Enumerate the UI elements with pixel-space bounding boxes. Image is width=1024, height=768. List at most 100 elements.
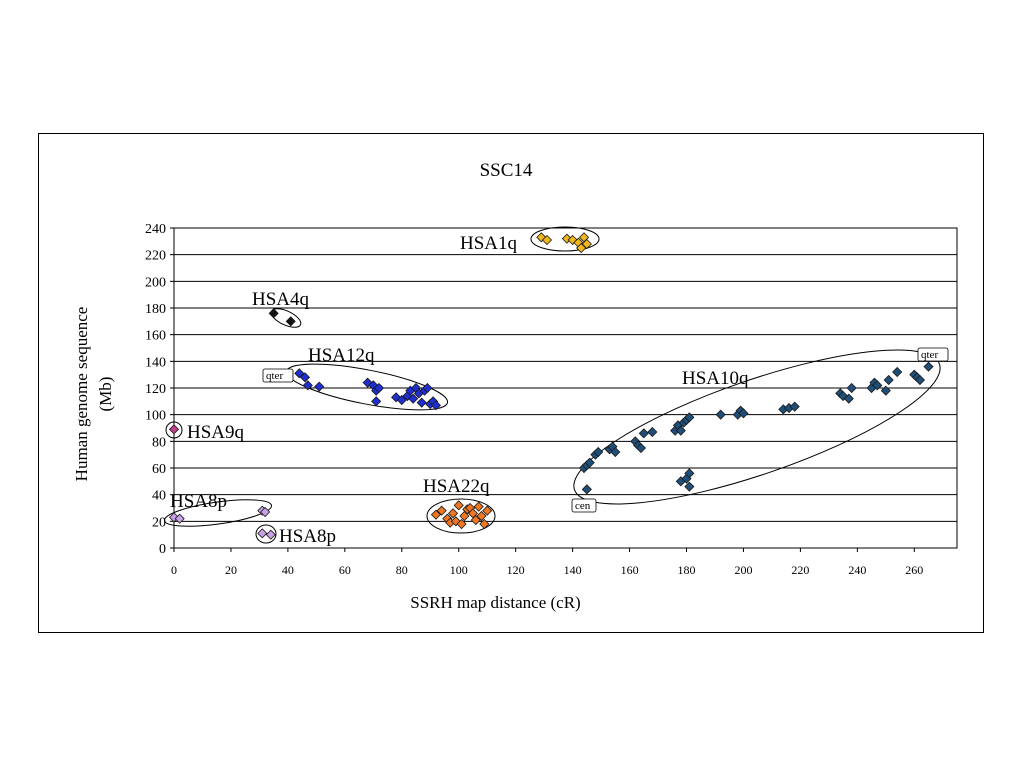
y-tick-label: 220 <box>145 249 166 264</box>
data-point <box>430 509 442 520</box>
y-axis-label-group: Human genome sequence (Mb) <box>72 307 115 482</box>
y-tick-label: 80 <box>152 435 166 450</box>
annotation-label: HSA1q <box>460 233 518 254</box>
x-tick-label: 20 <box>225 563 237 577</box>
x-tick-label: 140 <box>564 563 582 577</box>
data-point <box>422 382 433 394</box>
x-axis-label: SSRH map distance (cR) <box>410 593 580 612</box>
y-tick-label: 0 <box>159 542 166 557</box>
x-tick-label: 260 <box>905 563 923 577</box>
annotation-label: HSA22q <box>423 476 490 497</box>
annotation-label: HSA9q <box>187 422 245 443</box>
data-point <box>257 528 268 539</box>
group-ellipse <box>573 349 941 505</box>
y-axis-label: Human genome sequence <box>72 307 91 482</box>
data-point <box>635 442 647 454</box>
y-tick-label: 20 <box>152 515 166 530</box>
scatter-chart: SSC14 0 20 40 60 80 100 120 140 160 180 200 220 240 0 2… <box>72 160 958 612</box>
y-tick-label: 60 <box>152 462 166 477</box>
annotation-label: HSA10q <box>682 368 749 389</box>
chart-title: SSC14 <box>480 160 533 181</box>
data-point <box>576 242 587 254</box>
x-tick-label: 240 <box>848 563 866 577</box>
data-point <box>416 397 427 408</box>
data-point <box>453 500 464 511</box>
data-point <box>476 510 487 522</box>
x-tick-label: 0 <box>171 563 177 577</box>
group-ellipse <box>165 421 183 439</box>
data-point <box>302 380 313 391</box>
data-point <box>684 412 695 423</box>
data-point <box>789 401 800 412</box>
x-tick-label: 60 <box>339 563 351 577</box>
annotation-label: HSA8p <box>170 491 227 512</box>
annotation-label: HSA8p <box>279 526 336 547</box>
data-point <box>584 457 595 468</box>
data-point <box>482 505 493 516</box>
x-tick-label: 120 <box>507 563 525 577</box>
data-point <box>294 368 305 379</box>
data-point <box>285 316 296 327</box>
data-point <box>373 382 385 394</box>
data-point <box>872 380 883 391</box>
chart-frame: SSC14 0 20 40 60 80 100 120 140 160 180 200 220 240 0 2… <box>38 133 984 633</box>
annotation-label: cen <box>575 500 591 512</box>
data-point <box>715 409 726 420</box>
annotation-box <box>571 498 597 513</box>
data-point <box>914 374 926 386</box>
data-point <box>684 468 695 479</box>
x-tick-label: 200 <box>734 563 752 577</box>
data-point <box>268 308 279 319</box>
y-tick-label: 100 <box>145 409 166 424</box>
data-point <box>265 529 276 540</box>
annotation-label: HSA12q <box>308 345 375 366</box>
data-point <box>846 382 857 394</box>
data-point <box>647 426 658 438</box>
data-point <box>299 372 311 383</box>
data-point <box>738 408 749 419</box>
y-tick-label: 120 <box>145 382 166 397</box>
annotation-box <box>262 368 294 383</box>
group-ellipse <box>426 498 496 534</box>
data-point <box>880 385 891 396</box>
data-point <box>883 374 894 386</box>
annotation-label: qter <box>266 370 283 382</box>
y-tick-label: 180 <box>145 302 166 317</box>
data-point <box>408 393 419 404</box>
data-point <box>843 393 854 404</box>
y-tick-label: 160 <box>145 329 166 344</box>
annotation-label: HSA4q <box>252 289 310 310</box>
y-tick-label: 40 <box>152 489 166 504</box>
data-point <box>479 518 490 530</box>
data-point <box>470 514 481 526</box>
data-point <box>638 428 649 439</box>
data-point <box>593 446 604 458</box>
data-point <box>260 506 271 518</box>
data-point <box>473 501 484 512</box>
data-point <box>447 508 459 519</box>
data-point <box>396 394 407 406</box>
group-ellipse <box>255 524 277 544</box>
group-ellipse <box>164 499 272 527</box>
x-tick-label: 80 <box>396 563 408 577</box>
data-point <box>456 518 467 530</box>
data-point <box>436 505 447 516</box>
x-tick-label: 40 <box>282 563 294 577</box>
data-point <box>168 424 180 435</box>
data-point <box>684 481 695 492</box>
x-tick-label: 180 <box>678 563 696 577</box>
data-point <box>174 513 185 524</box>
x-tick-label: 160 <box>621 563 639 577</box>
data-point <box>430 400 442 411</box>
y-tick-label: 140 <box>145 355 166 370</box>
x-tick-label: 100 <box>450 563 468 577</box>
annotation-box <box>917 347 949 362</box>
annotation-label: qter <box>921 349 938 361</box>
data-point <box>610 446 621 458</box>
data-point <box>581 484 592 495</box>
y-tick-label: 240 <box>145 222 166 237</box>
group-ellipse <box>530 226 600 252</box>
data-point <box>314 381 325 392</box>
x-tick-label: 220 <box>791 563 809 577</box>
data-point <box>581 238 592 250</box>
